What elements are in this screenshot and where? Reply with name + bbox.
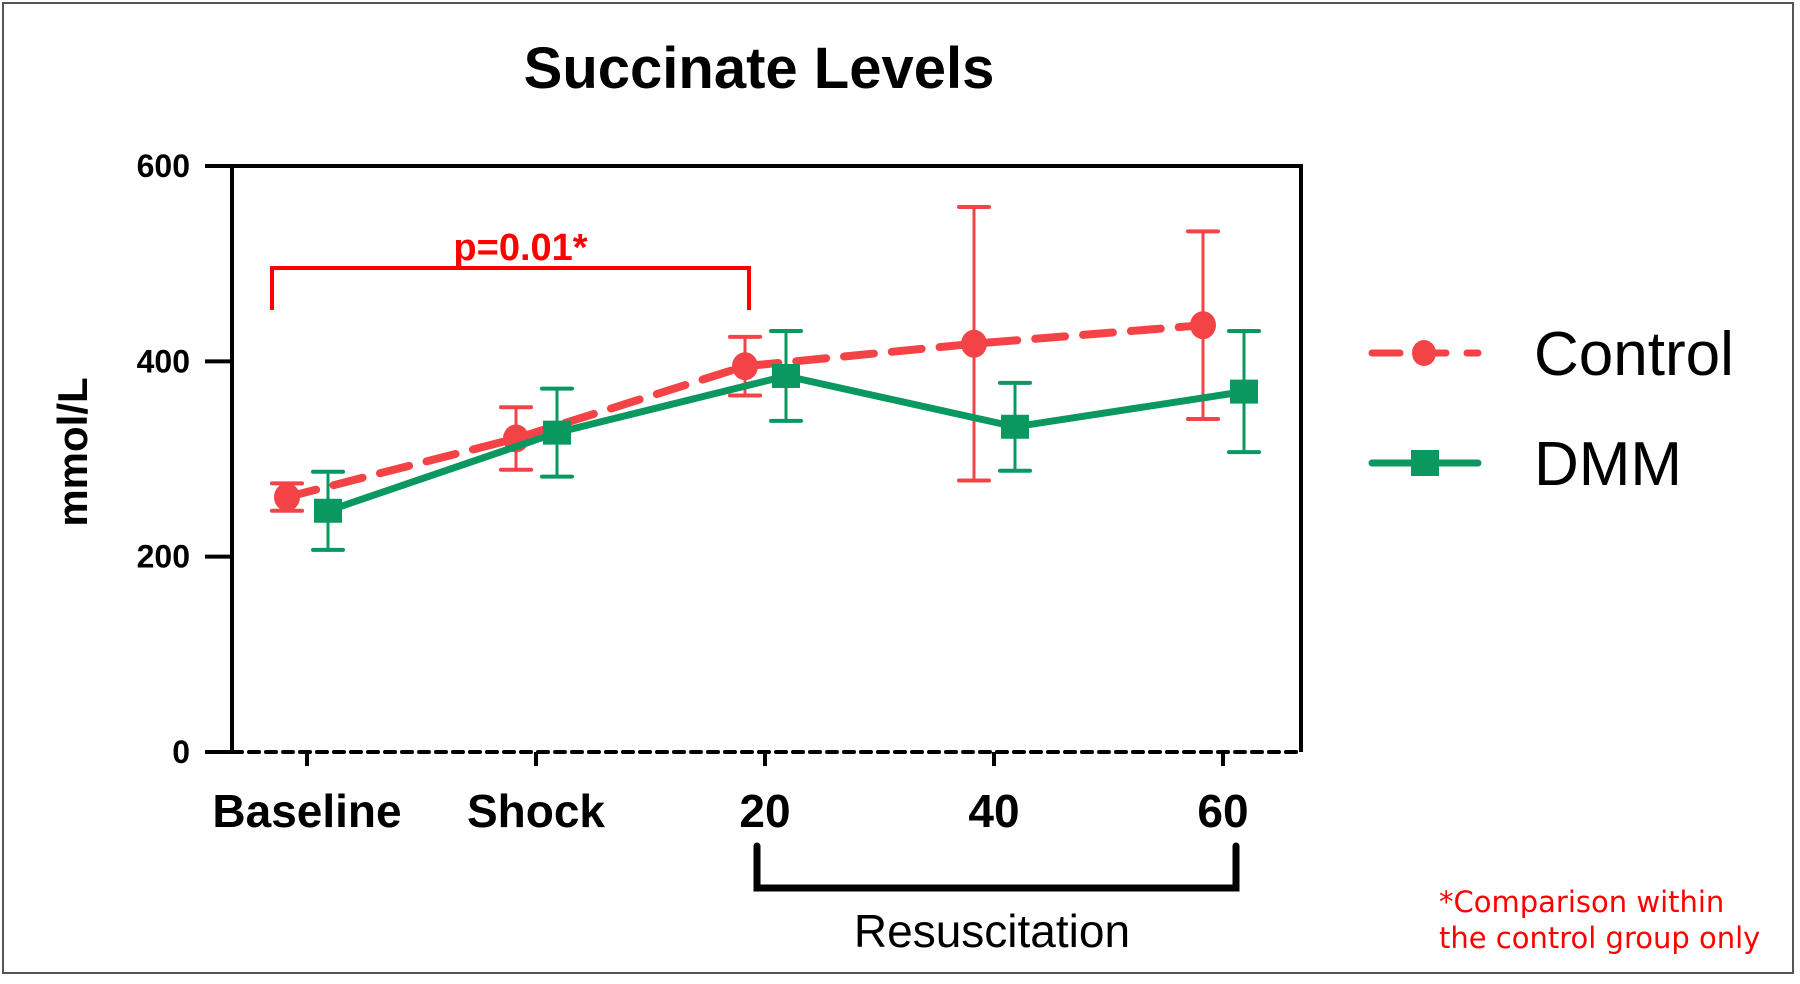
legend-item-control: Control [1368, 320, 1734, 389]
data-point-circle [274, 483, 300, 512]
data-point-square [1230, 379, 1258, 404]
p-bracket-line [270, 266, 751, 310]
series-dmm [311, 329, 1261, 552]
p-value-label: p=0.01* [453, 227, 587, 269]
data-point-circle [1190, 311, 1216, 340]
data-point-square [543, 420, 571, 445]
resuscitation-bracket: Resuscitation [753, 842, 1240, 957]
x-tick-label: Baseline [212, 785, 401, 837]
y-tick-label: 0 [172, 734, 190, 770]
x-ticks: Baseline Shock 20 40 60 [212, 752, 1249, 837]
x-tick-label: 60 [1197, 785, 1248, 837]
chart-title: Succinate Levels [524, 36, 995, 101]
legend-marker-square [1411, 450, 1439, 476]
p-value-bracket: p=0.01* [270, 227, 751, 310]
legend: Control DMM [1368, 320, 1734, 499]
y-tick-label: 400 [137, 343, 190, 379]
axes [230, 164, 1303, 754]
y-axis-label: mmol/L [49, 377, 96, 526]
footnote-line: *Comparison within [1439, 885, 1724, 919]
data-point-square [772, 363, 800, 388]
y-tick-label: 200 [137, 539, 190, 575]
legend-label: Control [1534, 320, 1734, 389]
footnote-line: the control group only [1439, 921, 1760, 955]
data-point-square [314, 498, 342, 523]
x-tick-label: 20 [739, 785, 790, 837]
data-point-circle [732, 352, 758, 381]
x-tick-label: 40 [968, 785, 1019, 837]
group-bracket-label: Resuscitation [854, 905, 1130, 957]
x-tick-label: Shock [467, 785, 605, 837]
data-point-circle [961, 329, 987, 358]
legend-label: DMM [1534, 430, 1682, 499]
data-point-square [1001, 414, 1029, 439]
group-bracket-line [753, 842, 1240, 892]
series-control [270, 205, 1220, 513]
y-ticks: 0 200 400 600 [137, 148, 232, 770]
series-layer [270, 205, 1261, 552]
y-tick-label: 600 [137, 148, 190, 184]
legend-marker-circle [1412, 340, 1436, 366]
legend-item-dmm: DMM [1368, 430, 1682, 499]
